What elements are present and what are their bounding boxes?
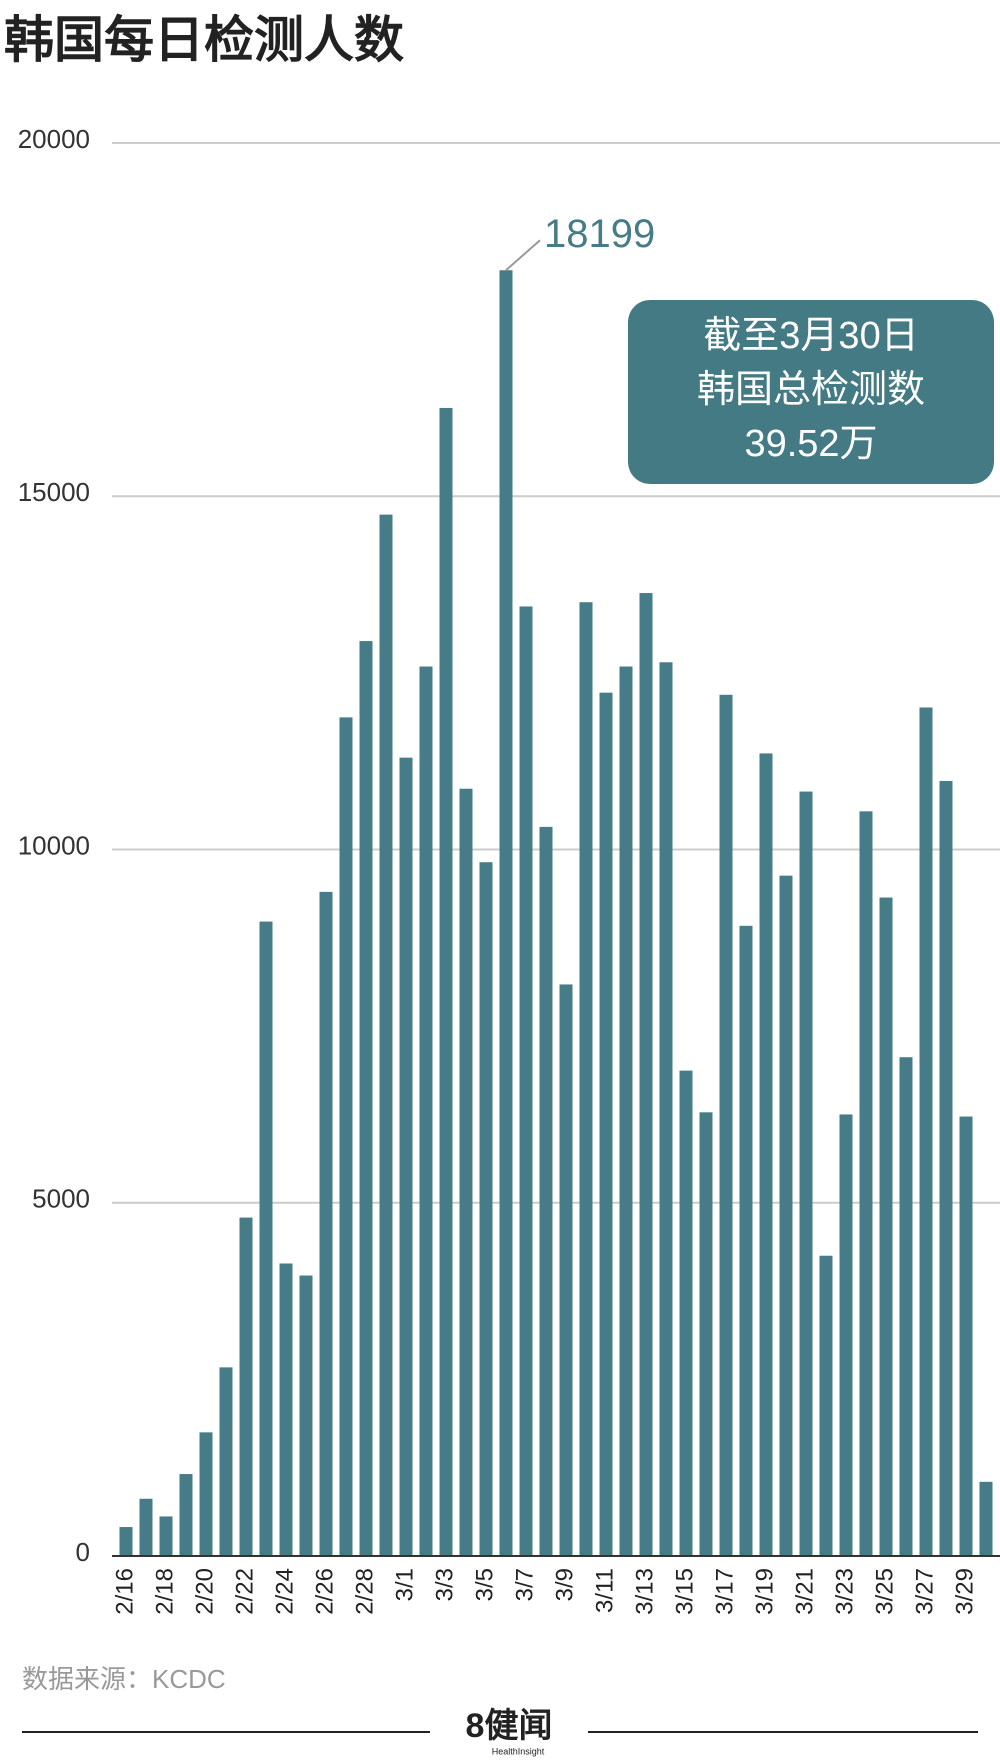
x-tick-label: 2/22 — [231, 1568, 258, 1615]
bar — [219, 1367, 233, 1556]
bar — [399, 757, 413, 1556]
x-tick-label: 3/15 — [671, 1568, 698, 1615]
bar — [379, 514, 393, 1556]
x-tick-label: 3/7 — [511, 1568, 538, 1601]
data-label: 18199 — [544, 212, 655, 256]
y-tick-label: 20000 — [18, 124, 90, 154]
bar — [859, 811, 873, 1556]
bar — [479, 862, 493, 1556]
bar — [199, 1432, 213, 1556]
x-tick-label: 3/13 — [631, 1568, 658, 1615]
x-tick-label: 2/16 — [111, 1568, 138, 1615]
bar — [879, 897, 893, 1556]
x-tick-label: 3/23 — [831, 1568, 858, 1615]
bar — [119, 1527, 133, 1556]
bar — [539, 826, 553, 1556]
bar — [759, 753, 773, 1556]
bar — [599, 692, 613, 1556]
y-tick-label: 15000 — [18, 477, 90, 507]
annotation-text: 韩国总检测数 — [697, 369, 925, 411]
bar — [499, 270, 513, 1556]
x-tick-label: 2/20 — [191, 1568, 218, 1615]
bar — [459, 788, 473, 1556]
x-tick-label: 2/28 — [351, 1568, 378, 1615]
x-tick-label: 3/9 — [551, 1568, 578, 1601]
bar — [279, 1263, 293, 1556]
bar — [159, 1516, 173, 1556]
bar — [299, 1275, 313, 1556]
x-tick-label: 3/11 — [591, 1568, 618, 1613]
source: 数据来源：KCDC — [22, 1664, 226, 1694]
bar — [779, 875, 793, 1556]
bar — [919, 707, 933, 1556]
annotation-box — [628, 300, 994, 484]
y-tick-label: 10000 — [18, 830, 90, 860]
x-tick-label: 3/27 — [911, 1568, 938, 1615]
bar — [619, 666, 633, 1556]
chart-title: 韩国每日检测人数 — [4, 12, 404, 68]
bar — [799, 791, 813, 1556]
x-tick-label: 3/3 — [431, 1568, 458, 1601]
bar — [899, 1057, 913, 1556]
bar — [139, 1498, 153, 1556]
y-tick-label: 0 — [76, 1537, 90, 1567]
bar — [319, 891, 333, 1556]
bar — [359, 641, 373, 1556]
bar — [519, 606, 533, 1556]
bar — [979, 1481, 993, 1556]
y-tick-label: 5000 — [32, 1184, 90, 1214]
bar — [819, 1255, 833, 1556]
x-tick-label: 3/1 — [391, 1568, 418, 1601]
bar — [439, 407, 453, 1556]
x-tick-label: 3/29 — [951, 1568, 978, 1615]
bar — [579, 602, 593, 1556]
x-tick-label: 2/24 — [271, 1568, 298, 1615]
bar — [659, 662, 673, 1556]
annotation-text: 截至3月30日 — [703, 315, 918, 357]
x-tick-label: 3/17 — [711, 1568, 738, 1615]
bar — [839, 1114, 853, 1556]
bar — [639, 593, 653, 1556]
bar — [699, 1112, 713, 1556]
bar — [239, 1217, 253, 1556]
bar — [339, 717, 353, 1556]
bar — [939, 780, 953, 1556]
label-leader — [505, 239, 541, 271]
x-tick-label: 2/26 — [311, 1568, 338, 1615]
bar — [419, 666, 433, 1556]
bar — [959, 1116, 973, 1556]
annotation-text: 39.52万 — [744, 423, 877, 465]
bar — [679, 1070, 693, 1556]
x-tick-label: 3/25 — [871, 1568, 898, 1615]
x-tick-label: 3/19 — [751, 1568, 778, 1615]
bar — [179, 1474, 193, 1556]
bar — [739, 925, 753, 1556]
x-tick-label: 3/21 — [791, 1568, 818, 1615]
bar — [259, 921, 273, 1556]
x-tick-label: 2/18 — [151, 1568, 178, 1615]
logo-tagline: HealthInsight — [492, 1746, 545, 1756]
x-tick-label: 3/5 — [471, 1568, 498, 1601]
bar — [719, 694, 733, 1556]
logo: 8健闻 — [466, 1707, 553, 1745]
bar — [559, 984, 573, 1556]
